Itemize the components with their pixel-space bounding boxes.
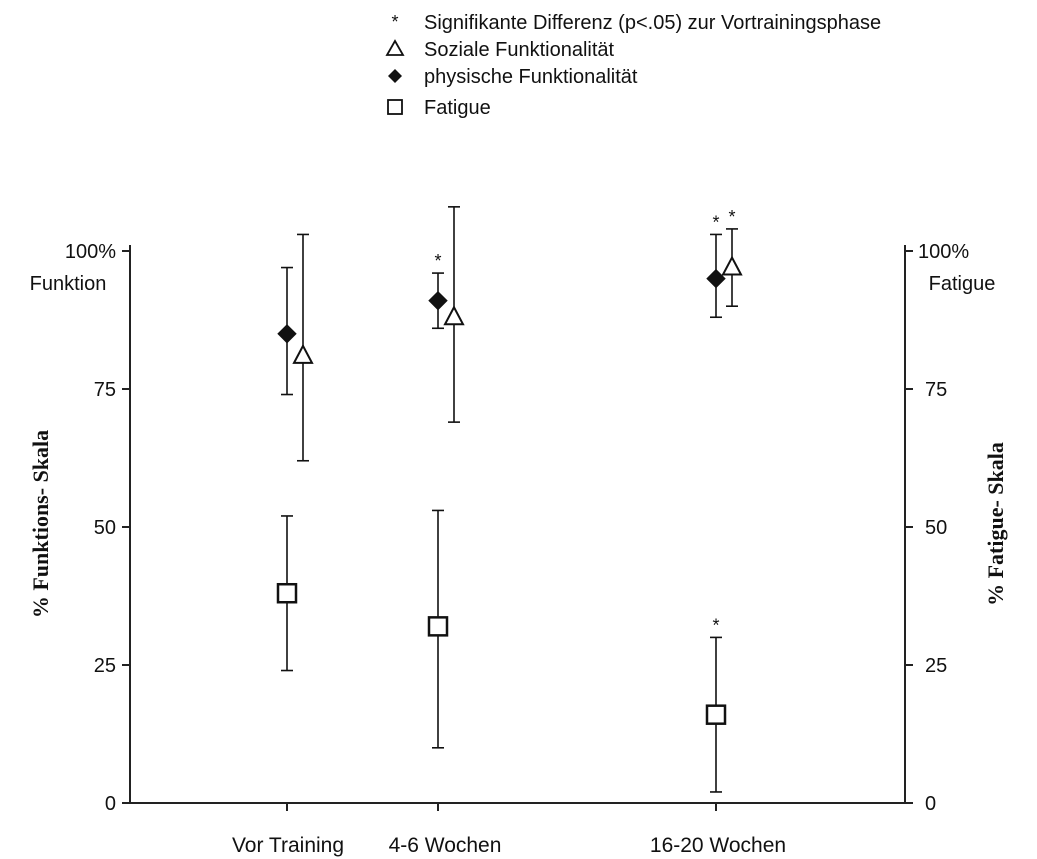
significance-marker: * (712, 212, 719, 232)
legend-triangle-icon (385, 39, 405, 56)
left-axis-unit-label: Funktion (30, 273, 107, 295)
diamond-marker (706, 268, 726, 289)
category-label: 4-6 Wochen (389, 834, 502, 857)
left-tick-label: 0 (105, 793, 116, 815)
right-tick-label: 25 (925, 655, 947, 677)
left-tick-label: 50 (94, 517, 116, 539)
legend-series-label: Soziale Funktionalität (424, 39, 615, 61)
triangle-marker (443, 305, 465, 326)
significance-marker: * (712, 615, 719, 635)
legend-significance-symbol: * (391, 12, 398, 32)
significance-marker: * (434, 251, 441, 271)
legend-icon (387, 99, 403, 115)
left-tick-label: 25 (94, 655, 116, 677)
square-marker (276, 582, 298, 604)
diamond-marker (277, 324, 297, 344)
legend-diamond-icon (388, 69, 402, 83)
legend-icon (388, 69, 402, 83)
right-tick-label: 0 (925, 793, 936, 815)
category-labels: Vor Training 4-6 Wochen 16-20 Wochen (232, 803, 786, 857)
legend: * Signifikante Differenz (p<.05) zur Vort… (385, 12, 881, 119)
legend-series-label: physische Funktionalität (424, 66, 638, 88)
legend-significance-label: Signifikante Differenz (p<.05) zur Vortr… (424, 12, 881, 34)
triangle-marker (292, 343, 314, 364)
right-axis-unit-label: Fatigue (929, 273, 996, 295)
category-label: Vor Training (232, 834, 344, 857)
square-marker (705, 704, 727, 725)
legend-square-icon (387, 99, 403, 115)
category-label: 16-20 Wochen (650, 834, 786, 857)
ticks: 0 0 25 25 50 50 75 75 100% 100% (65, 241, 970, 815)
plot-area: **** (276, 206, 743, 793)
legend-icon (385, 39, 405, 56)
series-fatigue: * (276, 509, 727, 793)
diamond-marker (428, 290, 448, 311)
series-physische-funktionalit-t: ** (277, 212, 726, 396)
right-tick-label: 50 (925, 517, 947, 539)
significance-marker: * (728, 207, 735, 227)
left-axis-title: % Funktions- Skala (28, 430, 53, 618)
left-tick-label: 75 (94, 379, 116, 401)
series-soziale-funktionalit-t: * (292, 206, 743, 462)
right-tick-label: 100% (918, 241, 969, 263)
right-tick-label: 75 (925, 379, 947, 401)
right-axis-title: % Fatigue- Skala (983, 442, 1008, 606)
triangle-marker (721, 255, 743, 276)
left-tick-label: 100% (65, 241, 116, 263)
square-marker (427, 616, 449, 637)
axes: Funktion Fatigue % Funktions- Skala % Fa… (28, 245, 1008, 804)
legend-series-label: Fatigue (424, 97, 491, 119)
